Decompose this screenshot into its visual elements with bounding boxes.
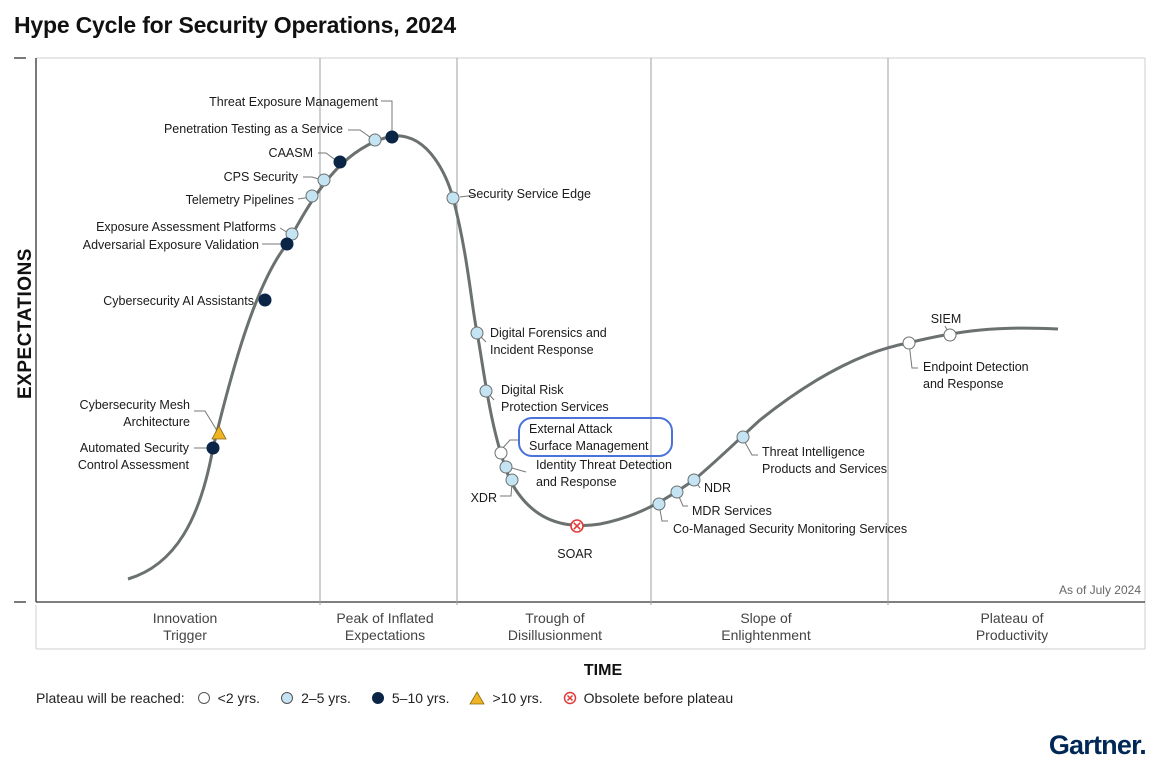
data-points	[206, 130, 957, 533]
data-point-caasm	[333, 155, 347, 169]
point-label-penetration-testing-as-a-service: Penetration Testing as a Service	[164, 122, 343, 136]
legend-marker-white-circle-icon	[197, 691, 211, 705]
point-label-itdr-line1: Identity Threat Detection	[536, 458, 672, 472]
phase-label-peak-line1: Peak of Inflated	[336, 610, 433, 626]
phase-labels: Innovation Trigger Peak of Inflated Expe…	[153, 610, 1048, 643]
point-label-automated-security-line1: Automated Security	[80, 441, 190, 455]
point-label-threat-intelligence-line2: Products and Services	[762, 462, 887, 476]
x-axis-label: TIME	[584, 662, 623, 679]
legend-label-lt2: <2 yrs.	[217, 690, 261, 706]
data-point-threat-exposure-management	[385, 130, 399, 144]
data-point-security-service-edge	[446, 191, 460, 205]
point-label-threat-intelligence-line1: Threat Intelligence	[762, 445, 865, 459]
point-label-siem: SIEM	[931, 312, 962, 326]
phase-label-slope-line1: Slope of	[740, 610, 791, 626]
legend-marker-obsolete-x-icon	[563, 691, 577, 705]
legend-title: Plateau will be reached:	[36, 690, 185, 706]
point-label-caasm: CAASM	[269, 146, 313, 160]
point-label-itdr-line2: and Response	[536, 475, 617, 489]
data-point-ndr	[687, 473, 701, 487]
point-label-edr-line1: Endpoint Detection	[923, 360, 1029, 374]
y-axis-label: EXPECTATIONS	[15, 248, 36, 399]
data-point-digital-risk-protection-services	[479, 384, 493, 398]
legend-label-5-10: 5–10 yrs.	[391, 690, 450, 706]
point-label-security-service-edge: Security Service Edge	[468, 187, 591, 201]
legend-label-obsolete: Obsolete before plateau	[583, 690, 734, 706]
legend-marker-triangle-icon	[469, 691, 486, 705]
point-label-easm-line2: Surface Management	[529, 439, 649, 453]
data-point-digital-forensics-and-incident-response	[470, 326, 484, 340]
point-label-adversarial-exposure-validation: Adversarial Exposure Validation	[83, 238, 259, 252]
data-point-soar	[570, 519, 584, 533]
point-label-soar: SOAR	[557, 547, 592, 561]
point-label-cps-security: CPS Security	[224, 170, 299, 184]
data-point-mdr-services	[670, 485, 684, 499]
hype-curve	[127, 134, 1059, 581]
data-point-external-attack-surface-management	[494, 446, 508, 460]
point-label-co-managed-security-monitoring: Co-Managed Security Monitoring Services	[673, 522, 907, 536]
data-point-endpoint-detection-and-response	[902, 336, 916, 350]
legend-item-2-5: 2–5 yrs.	[280, 690, 351, 706]
as-of-label: As of July 2024	[1059, 583, 1141, 597]
legend-item-5-10: 5–10 yrs.	[371, 690, 450, 706]
data-point-threat-intelligence-products-and-services	[736, 430, 750, 444]
gartner-logo: Gartner.	[1048, 730, 1147, 760]
point-label-automated-security-line2: Control Assessment	[78, 458, 190, 472]
point-label-edr-line2: and Response	[923, 377, 1004, 391]
data-point-cybersecurity-mesh-architecture	[211, 425, 227, 440]
point-label-exposure-assessment-platforms: Exposure Assessment Platforms	[96, 220, 276, 234]
legend-marker-light-blue-circle-icon	[280, 691, 294, 705]
data-point-automated-security-control-assessment	[206, 441, 220, 455]
data-point-identity-threat-detection-and-response	[499, 460, 513, 474]
data-point-cybersecurity-ai-assistants	[258, 293, 272, 307]
phase-label-plateau-line2: Productivity	[976, 627, 1048, 643]
legend: Plateau will be reached: <2 yrs. 2–5 yrs…	[36, 690, 753, 706]
point-label-cybersecurity-mesh-line2: Architecture	[123, 415, 190, 429]
phase-label-trough-line1: Trough of	[525, 610, 585, 626]
phase-label-innovation-trigger-line1: Innovation	[153, 610, 218, 626]
point-label-ndr: NDR	[704, 481, 731, 495]
point-label-threat-exposure-management: Threat Exposure Management	[209, 95, 378, 109]
legend-label-gt10: >10 yrs.	[492, 690, 543, 706]
legend-item-lt2: <2 yrs.	[197, 690, 260, 706]
data-point-penetration-testing-as-a-service	[368, 133, 382, 147]
data-point-co-managed-security-monitoring-services	[652, 497, 666, 511]
data-point-telemetry-pipelines	[305, 189, 319, 203]
data-point-cps-security	[317, 173, 331, 187]
phase-label-trough-line2: Disillusionment	[508, 627, 602, 643]
legend-item-gt10: >10 yrs.	[469, 690, 543, 706]
chart-title: Hype Cycle for Security Operations, 2024	[14, 12, 456, 38]
legend-label-2-5: 2–5 yrs.	[301, 690, 351, 706]
point-labels: Threat Exposure Management Penetration T…	[78, 95, 1029, 561]
data-point-adversarial-exposure-validation	[280, 237, 294, 251]
phase-label-plateau-line1: Plateau of	[980, 610, 1043, 626]
point-label-mdr-services: MDR Services	[692, 504, 772, 518]
data-point-xdr	[505, 473, 519, 487]
plot-frame	[14, 57, 1146, 650]
legend-item-obsolete: Obsolete before plateau	[563, 690, 733, 706]
phase-label-innovation-trigger-line2: Trigger	[163, 627, 207, 643]
point-label-easm-line1: External Attack	[529, 422, 613, 436]
legend-marker-navy-circle-icon	[371, 691, 385, 705]
data-point-siem	[943, 328, 957, 342]
point-label-cybersecurity-mesh-line1: Cybersecurity Mesh	[80, 398, 190, 412]
phase-label-slope-line2: Enlightenment	[721, 627, 811, 643]
point-label-drps-line1: Digital Risk	[501, 383, 564, 397]
phase-label-peak-line2: Expectations	[345, 627, 425, 643]
point-label-xdr: XDR	[471, 491, 497, 505]
highlight-box-easm	[518, 417, 673, 457]
point-label-cybersecurity-ai-assistants: Cybersecurity AI Assistants	[103, 294, 254, 308]
point-label-drps-line2: Protection Services	[501, 400, 609, 414]
phase-dividers	[319, 58, 889, 605]
point-label-telemetry-pipelines: Telemetry Pipelines	[186, 193, 294, 207]
point-label-dfir-line2: Incident Response	[490, 343, 594, 357]
point-label-dfir-line1: Digital Forensics and	[490, 326, 607, 340]
